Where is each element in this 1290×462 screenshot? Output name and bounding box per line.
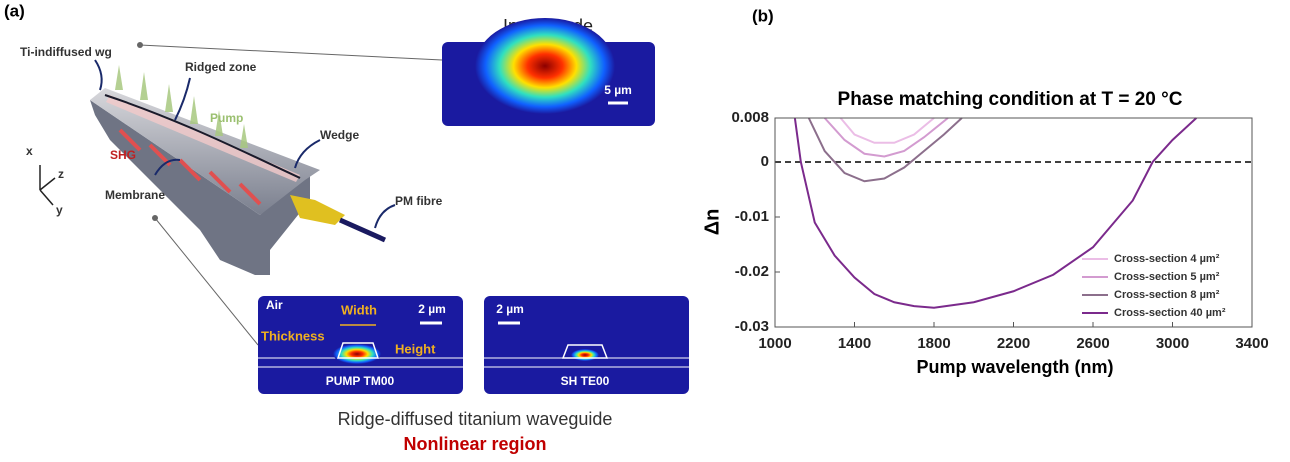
y-tick-label: 0.008 <box>731 109 769 126</box>
caption: Ridge-diffused titanium waveguide <box>338 409 613 429</box>
label-width: Width <box>341 302 377 317</box>
label-thickness: Thickness <box>261 328 325 343</box>
x-tick-label: 2200 <box>997 335 1030 352</box>
label-membrane: Membrane <box>105 188 165 202</box>
y-axis-title: Δn <box>701 209 723 236</box>
x-tick-label: 2600 <box>1076 335 1109 352</box>
x-tick-label: 1800 <box>917 335 950 352</box>
x-axis-title: Pump wavelength (nm) <box>916 357 1113 377</box>
x-tick-label: 1400 <box>838 335 871 352</box>
plot-frame <box>774 117 1253 328</box>
label-air: Air <box>266 298 283 312</box>
y-tick-label: -0.03 <box>735 318 769 335</box>
x-tick-label: 1000 <box>758 335 791 352</box>
y-tick-label: 0 <box>761 153 769 170</box>
x-tick-label: 3400 <box>1235 335 1268 352</box>
panel-label: (b) <box>752 6 774 25</box>
axis-z: z <box>58 167 64 181</box>
legend-label: Cross-section 40 µm² <box>1114 307 1226 319</box>
series-line <box>793 117 1198 309</box>
chart-title: Phase matching condition at T = 20 °C <box>838 89 1183 110</box>
legend-label: Cross-section 4 µm² <box>1114 253 1220 265</box>
x-tick-label: 3000 <box>1156 335 1189 352</box>
pump-mode-label: PUMP TM00 <box>326 374 395 388</box>
series-line <box>839 117 935 144</box>
axis-y: y <box>56 203 63 217</box>
axis-x: x <box>26 144 33 158</box>
label-shg: SHG <box>110 148 136 162</box>
label-pump: Pump <box>210 111 243 125</box>
pump-scale: 2 µm <box>418 302 446 316</box>
legend-label: Cross-section 8 µm² <box>1114 289 1220 301</box>
y-tick-label: -0.02 <box>735 263 769 280</box>
region: Nonlinear region <box>403 434 546 454</box>
label-wedge: Wedge <box>320 128 359 142</box>
input-mode-field <box>475 18 615 114</box>
waveguide-schematic <box>39 42 443 346</box>
label-pm-fibre: PM fibre <box>395 194 443 208</box>
input-scale: 5 µm <box>604 83 632 97</box>
panel-label: (a) <box>4 1 25 20</box>
series-line <box>823 117 949 158</box>
label-height: Height <box>395 341 436 356</box>
sh-mode-label: SH TE00 <box>561 374 610 388</box>
label-ridged: Ridged zone <box>185 60 257 74</box>
label-ti-wg: Ti-indiffused wg <box>20 45 112 59</box>
y-tick-label: -0.01 <box>735 208 769 225</box>
sh-scale: 2 µm <box>496 302 524 316</box>
legend-label: Cross-section 5 µm² <box>1114 271 1220 283</box>
series-line <box>807 117 963 183</box>
